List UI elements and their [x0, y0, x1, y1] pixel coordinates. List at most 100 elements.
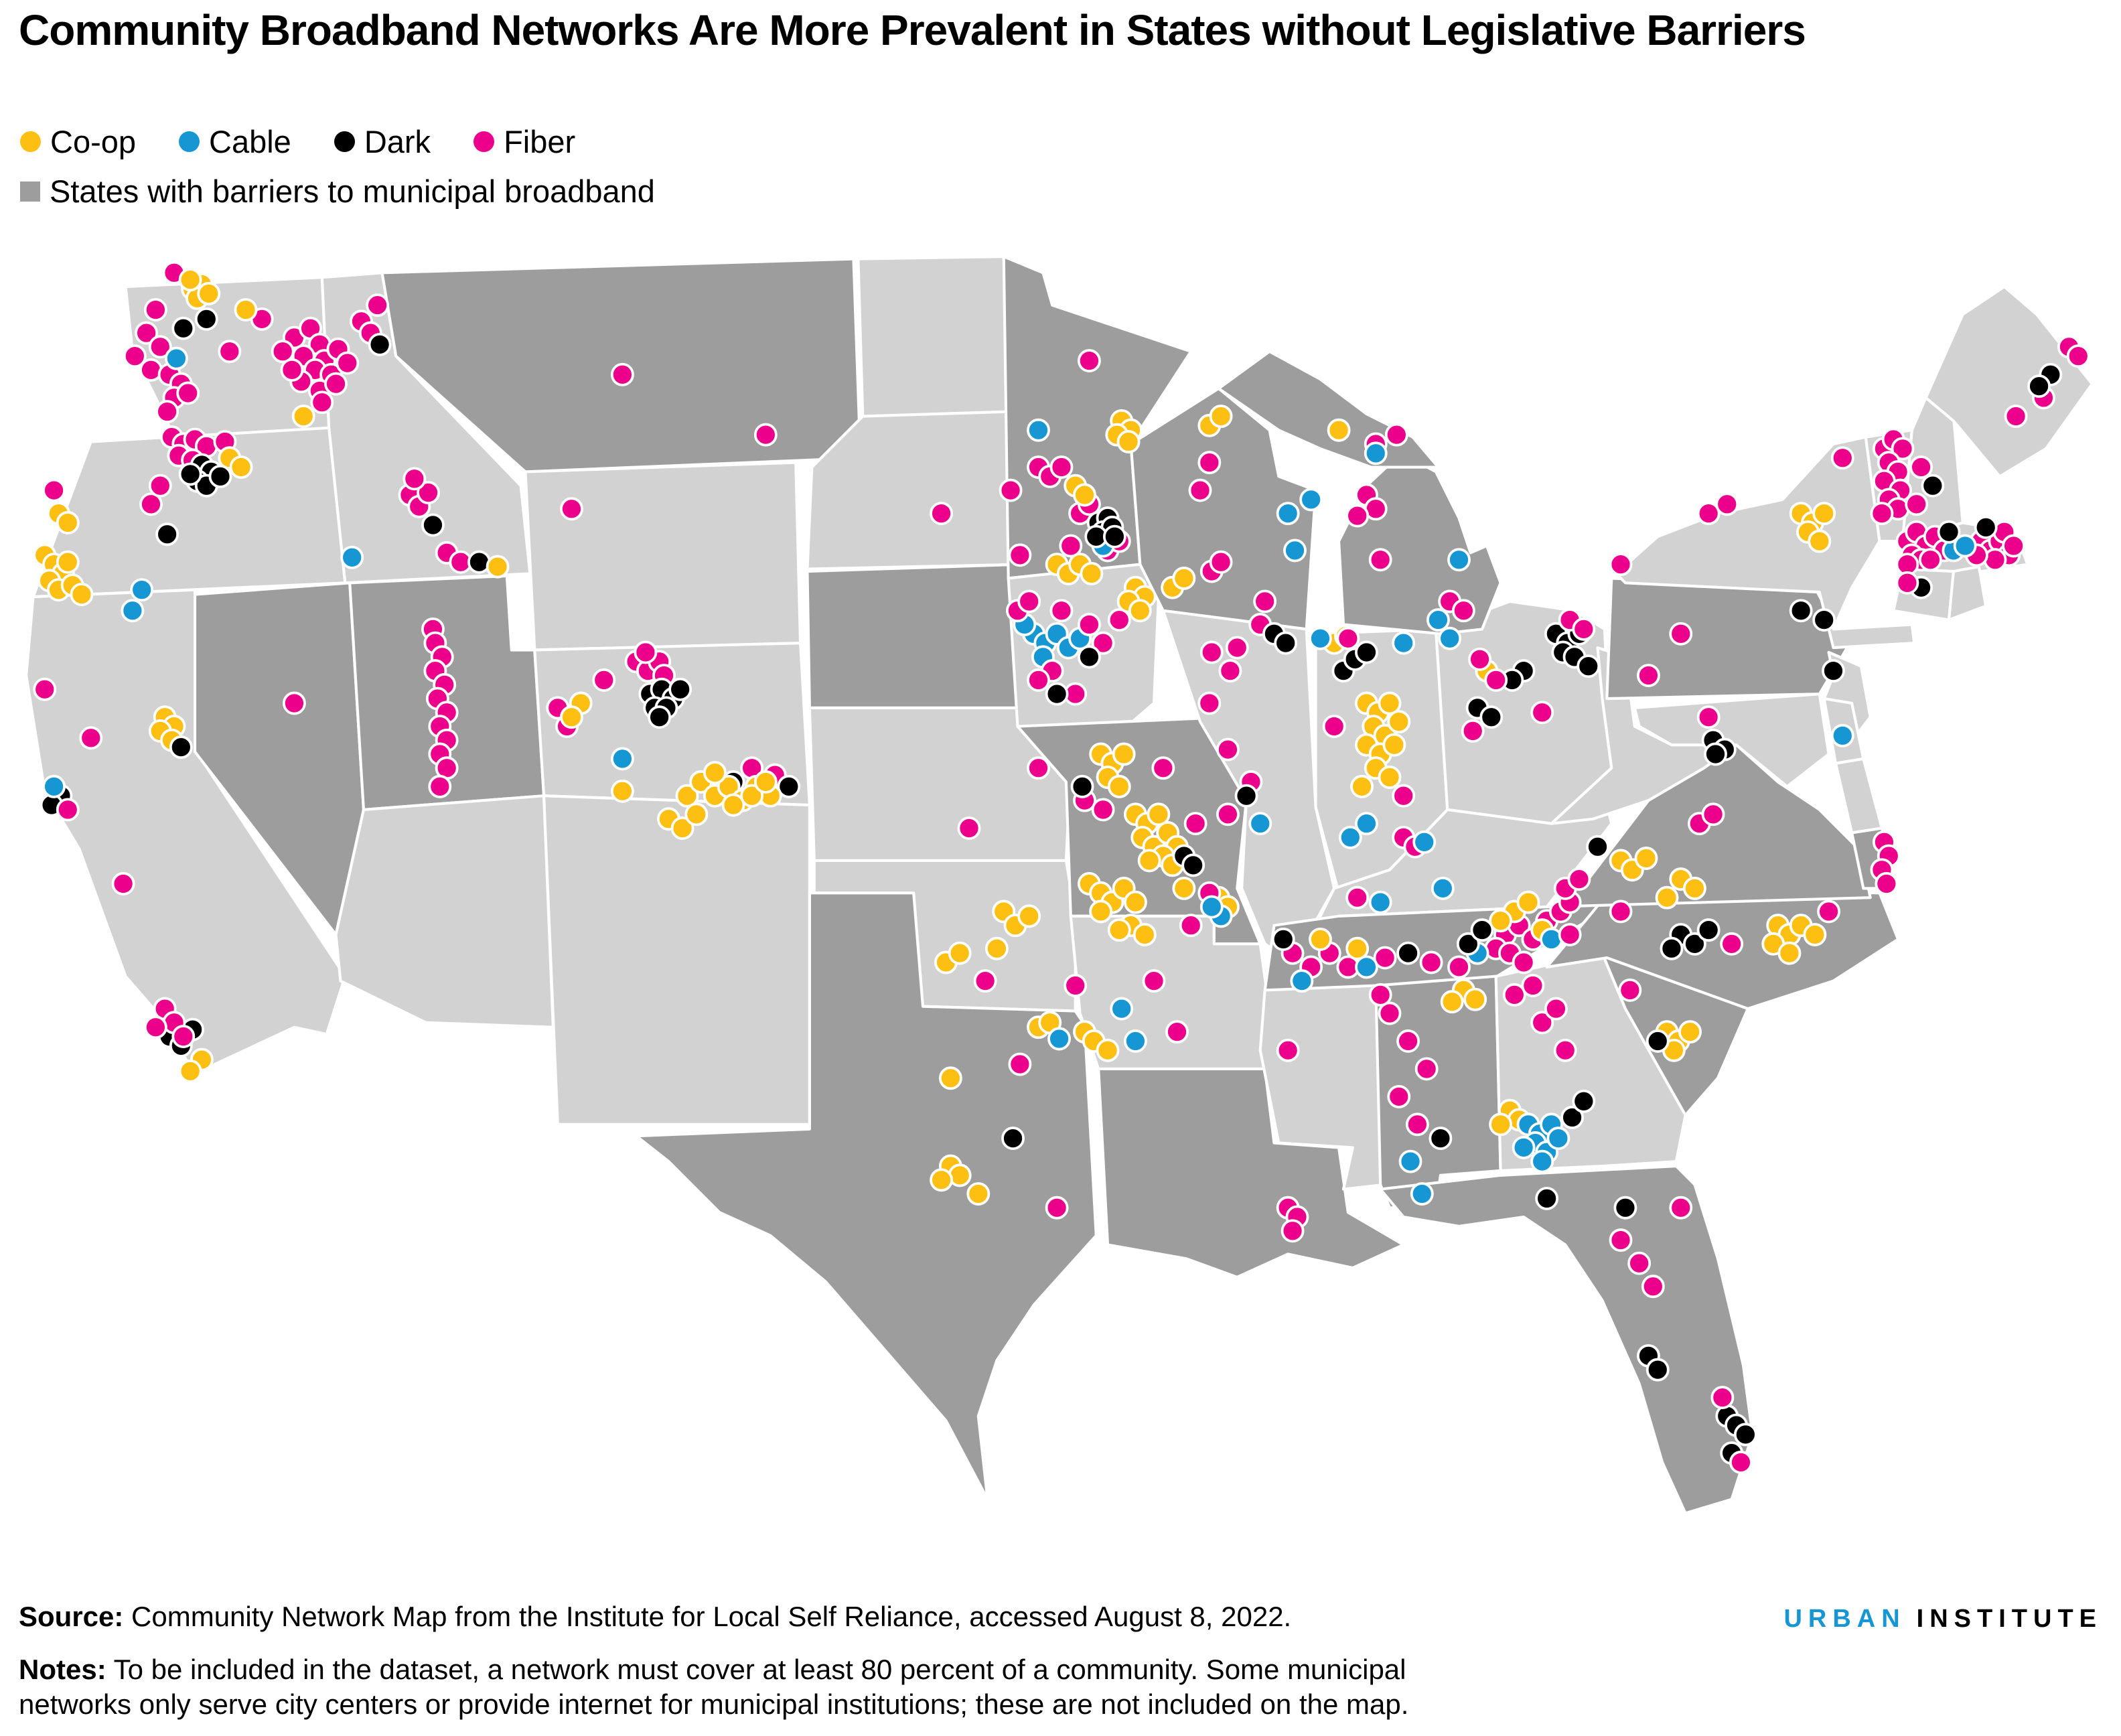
network-dot-co-op [178, 268, 202, 292]
network-dot-fiber [1396, 1029, 1420, 1053]
network-dot-fiber [1710, 1386, 1735, 1410]
network-dot-co-op [1116, 430, 1141, 453]
source-label: Source: [19, 1601, 124, 1632]
network-dot-fiber [1183, 812, 1208, 836]
notes-text-1: To be included in the dataset, a network… [106, 1653, 1406, 1685]
network-dot-fiber [1218, 659, 1242, 683]
network-dot-cable [1309, 626, 1332, 650]
state-shape-texas [635, 891, 1098, 1501]
legend-network-types: Co-op Cable Dark Fiber [20, 126, 618, 157]
network-dot-fiber [218, 340, 242, 364]
network-dot-fiber [1414, 1057, 1439, 1081]
network-dot-cable [1431, 876, 1455, 900]
network-dot-fiber [1895, 571, 1919, 595]
network-dot-co-op [1378, 766, 1402, 790]
network-dot-co-op [197, 281, 221, 305]
network-dot-fiber [1669, 622, 1693, 646]
network-dot-fiber [271, 340, 295, 364]
state-shape-louisiana [1097, 1067, 1405, 1279]
network-dot-fiber [1216, 802, 1240, 826]
network-dot-fiber [111, 872, 135, 895]
network-dot-dark [1077, 645, 1101, 669]
chart-title: Community Broadband Networks Are More Pr… [19, 6, 1806, 54]
network-dot-dark [1683, 932, 1706, 956]
network-dot-fiber [1870, 502, 1894, 526]
network-dot-co-op [234, 298, 258, 322]
network-dot-fiber [135, 321, 159, 345]
network-dot-fiber [1609, 1228, 1633, 1252]
network-dot-co-op [675, 784, 699, 808]
network-dot-cable [1392, 631, 1416, 655]
network-dot-co-op [486, 555, 510, 579]
legend-label-coop: Co-op [50, 124, 137, 159]
network-dot-dark [1234, 784, 1258, 808]
network-dot-co-op [1209, 405, 1233, 428]
network-dot-fiber [1392, 784, 1416, 808]
network-dot-fiber [1253, 589, 1277, 613]
network-dot-cable [1512, 1135, 1536, 1159]
network-dot-fiber [753, 423, 778, 447]
source-line: Source: Community Network Map from the I… [19, 1599, 1408, 1635]
network-dot-dark [1577, 654, 1601, 678]
barrier-swatch-icon [20, 181, 40, 202]
network-dot-co-op [1489, 1112, 1513, 1137]
network-dot-fiber [1197, 691, 1222, 715]
network-dot-dark [1070, 774, 1094, 798]
network-dot-co-op [560, 705, 583, 729]
network-dot-cable [1027, 418, 1050, 442]
network-dot-fiber [957, 816, 981, 841]
network-dot-co-op [1147, 802, 1171, 826]
network-dot-co-op [70, 583, 94, 607]
network-dot-fiber [1696, 705, 1721, 729]
urban-institute-logo: URBAN INSTITUTE [1783, 1605, 2102, 1634]
network-dot-fiber [280, 358, 304, 382]
network-dot-fiber [1618, 978, 1642, 1002]
network-dot-fiber [1909, 455, 1933, 479]
legend-item-dark: Dark [334, 126, 431, 157]
network-dot-fiber [1373, 946, 1397, 970]
network-dot-fiber [1008, 1052, 1032, 1076]
network-dot-dark [1560, 1106, 1584, 1129]
network-dot-co-op [1123, 890, 1147, 914]
network-dot-cable [130, 578, 154, 602]
network-dot-co-op [1350, 774, 1374, 798]
network-dot-fiber [1502, 983, 1526, 1007]
network-dot-fiber [592, 668, 616, 692]
network-dot-fiber [1530, 1011, 1554, 1035]
network-dot-cable [610, 747, 634, 771]
network-dot-dark [178, 462, 202, 486]
network-dot-fiber [1451, 599, 1475, 623]
network-dot-co-op [753, 770, 778, 794]
network-dot-cable [1410, 1182, 1434, 1206]
network-dot-co-op [1489, 909, 1513, 933]
network-dot-fiber [1107, 608, 1131, 632]
network-dot-dark [1181, 853, 1205, 877]
network-dot-fiber [1091, 631, 1115, 655]
network-dot-fiber [973, 969, 997, 993]
state-shape-wyoming [524, 461, 802, 652]
network-dot-co-op [1812, 502, 1836, 526]
network-dot-dark [155, 522, 179, 547]
network-dot-dark [1696, 918, 1721, 942]
network-dot-cable [1398, 1149, 1422, 1173]
network-dot-fiber [171, 1025, 196, 1049]
network-dot-cable [121, 599, 145, 623]
network-dot-fiber [1720, 932, 1744, 956]
network-dot-co-op [1137, 849, 1161, 873]
network-dot-dark [1572, 1089, 1596, 1113]
network-dot-fiber [1368, 983, 1392, 1007]
network-dot-fiber [1715, 492, 1739, 516]
legend-item-cable: Cable [179, 126, 291, 157]
logo-urban: URBAN [1783, 1605, 1906, 1633]
network-dot-co-op [1017, 904, 1041, 928]
network-dot-fiber [1521, 974, 1545, 997]
network-dot-fiber [1669, 1196, 1693, 1220]
network-dot-co-op [938, 1066, 962, 1090]
network-dot-dark [1535, 1186, 1559, 1210]
network-dot-fiber [1905, 492, 1929, 516]
network-dot-fiber [123, 344, 147, 368]
network-dot-co-op [1382, 733, 1406, 757]
network-dot-cable [1276, 502, 1300, 526]
network-dot-fiber [1188, 478, 1212, 502]
